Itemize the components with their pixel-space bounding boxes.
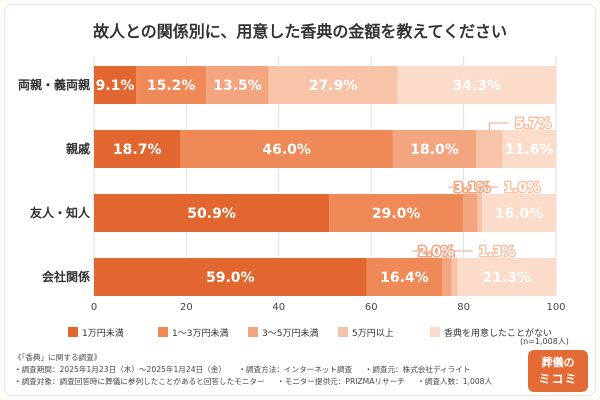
- data-label: 1.3%: [479, 245, 515, 260]
- bar-segment: [476, 130, 503, 168]
- x-tick-label: 20: [180, 302, 193, 313]
- callout-line: [488, 122, 509, 130]
- x-tick-label: 40: [272, 302, 285, 313]
- legend-swatch: [68, 327, 78, 337]
- legend-label: 5万円以上: [352, 328, 394, 339]
- legend-swatch: [158, 327, 168, 337]
- bar-segment: [397, 66, 556, 104]
- callout-line: [412, 250, 448, 258]
- footer-respondents: ・調査人数：1,008人: [417, 377, 493, 386]
- legend-swatch: [338, 327, 348, 337]
- data-label: 13.5%: [213, 78, 262, 94]
- bar-segment: [482, 194, 556, 232]
- survey-footer: 《「香典」に関する調査》 ・調査期間：2025年1月23日（木）～2025年1月…: [14, 352, 502, 388]
- data-label: 34.3%: [452, 78, 501, 94]
- bar-segment: [477, 194, 483, 232]
- logo-line1: 葬儀の: [541, 356, 575, 369]
- sample-size: (n=1,008人): [520, 337, 569, 346]
- category-label: 両親・義両親: [18, 77, 90, 92]
- data-label: 3.1%: [454, 181, 490, 196]
- bar-segment: [180, 130, 393, 168]
- bar-segment: [457, 258, 556, 296]
- data-label: 15.2%: [147, 78, 196, 94]
- data-label: 16.4%: [380, 270, 429, 286]
- bar-segment: [329, 194, 464, 232]
- bar-segment: [502, 130, 556, 168]
- footer-target: ・調査対象：調査回答時に葬儀に参列したことがあると回答したモニター: [14, 377, 265, 386]
- data-label: 46.0%: [262, 142, 311, 158]
- bar-segment: [463, 194, 478, 232]
- category-label: 親戚: [66, 141, 90, 156]
- data-label: 18.0%: [410, 142, 459, 158]
- footer-organizer: ・調査元：株式会社ディライト: [364, 365, 471, 374]
- footer-method: ・調査方法：インターネット調査: [238, 365, 353, 374]
- data-label: 2.0%: [418, 245, 454, 260]
- data-label: 29.0%: [372, 206, 421, 222]
- bar-segment: [94, 130, 181, 168]
- category-label: 友人・知人: [29, 205, 91, 220]
- data-label: 27.9%: [309, 78, 358, 94]
- data-label: 59.0%: [206, 270, 255, 286]
- data-label: 9.1%: [96, 78, 135, 94]
- footer-period: ・調査期間：2025年1月23日（木）～2025年1月24日（金）: [14, 365, 226, 374]
- bar-segment: [392, 130, 477, 168]
- legend-swatch: [430, 327, 440, 337]
- legend-label: 1万円未満: [82, 327, 124, 339]
- chart-title: 故人との関係別に、用意した香典の金額を教えてください: [92, 22, 508, 41]
- x-tick-label: 60: [365, 302, 378, 313]
- data-label: 11.6%: [505, 142, 554, 158]
- bar-segment: [94, 66, 137, 104]
- callout-line: [448, 186, 471, 194]
- footer-heading: 《「香典」に関する調査》: [14, 353, 102, 362]
- data-label: 5.7%: [515, 117, 551, 132]
- callout-line: [479, 186, 498, 194]
- bar-segment: [94, 194, 330, 232]
- footer-provider: ・モニター提供元：PRIZMAリサーチ: [277, 377, 405, 386]
- logo-line2: ミコミ: [538, 372, 578, 386]
- data-label: 1.0%: [504, 181, 540, 196]
- category-label: 会社関係: [42, 269, 90, 284]
- bar-segment: [366, 258, 443, 296]
- bar-segment: [442, 258, 452, 296]
- data-label: 50.9%: [187, 206, 236, 222]
- data-label: 16.0%: [495, 206, 544, 222]
- bar-segment: [451, 258, 458, 296]
- legend-label: 香典を用意したことがない: [444, 327, 552, 339]
- bar-segment: [136, 66, 207, 104]
- x-tick-label: 80: [457, 302, 470, 313]
- data-label: 21.3%: [483, 270, 532, 286]
- legend-label: 3〜5万円未満: [262, 327, 318, 339]
- bar-segment: [94, 258, 367, 296]
- legend-label: 1〜3万円未満: [172, 327, 228, 339]
- x-tick-label: 0: [91, 302, 97, 313]
- legend-swatch: [248, 327, 258, 337]
- callout-line: [454, 250, 473, 258]
- bar-segment: [268, 66, 398, 104]
- data-label: 18.7%: [113, 142, 162, 158]
- brand-logo: 葬儀の ミコミ: [528, 350, 588, 392]
- bar-segment: [206, 66, 269, 104]
- x-tick-label: 100: [546, 302, 565, 313]
